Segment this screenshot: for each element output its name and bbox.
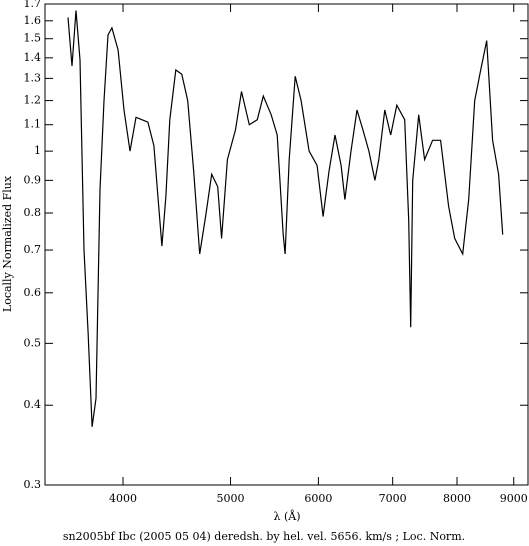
y-tick-label: 1.1 — [24, 118, 42, 131]
y-tick-label: 1.2 — [24, 94, 42, 107]
y-tick-label: 1.4 — [24, 51, 42, 64]
x-axis-label: λ (Å) — [274, 509, 301, 523]
caption: sn2005bf Ibc (2005 05 04) deredsh. by he… — [63, 530, 465, 543]
y-tick-label: 0.5 — [24, 336, 42, 349]
plot-frame — [44, 3, 529, 486]
x-tick-label: 9000 — [500, 492, 528, 505]
y-axis-label: Locally Normalized Flux — [1, 175, 14, 312]
y-tick-label: 1.3 — [24, 71, 42, 84]
y-tick-label: 1.7 — [24, 0, 42, 10]
y-tick-label: 0.8 — [24, 206, 42, 219]
y-tick-label: 1.6 — [24, 14, 42, 27]
x-tick-label: 6000 — [304, 492, 332, 505]
x-tick-label: 7000 — [379, 492, 407, 505]
y-tick-label: 0.9 — [24, 173, 42, 186]
y-tick-label: 0.4 — [24, 398, 42, 411]
x-tick-label: 5000 — [217, 492, 245, 505]
y-tick-label: 0.7 — [24, 243, 42, 256]
y-tick-label: 0.3 — [24, 478, 42, 491]
y-tick-label: 1.5 — [24, 32, 42, 45]
x-tick-label: 8000 — [443, 492, 471, 505]
y-tick-label: 0.6 — [24, 286, 42, 299]
y-tick-label: 1 — [34, 144, 41, 157]
spectrum-line — [67, 10, 504, 427]
x-tick-label: 4000 — [109, 492, 137, 505]
